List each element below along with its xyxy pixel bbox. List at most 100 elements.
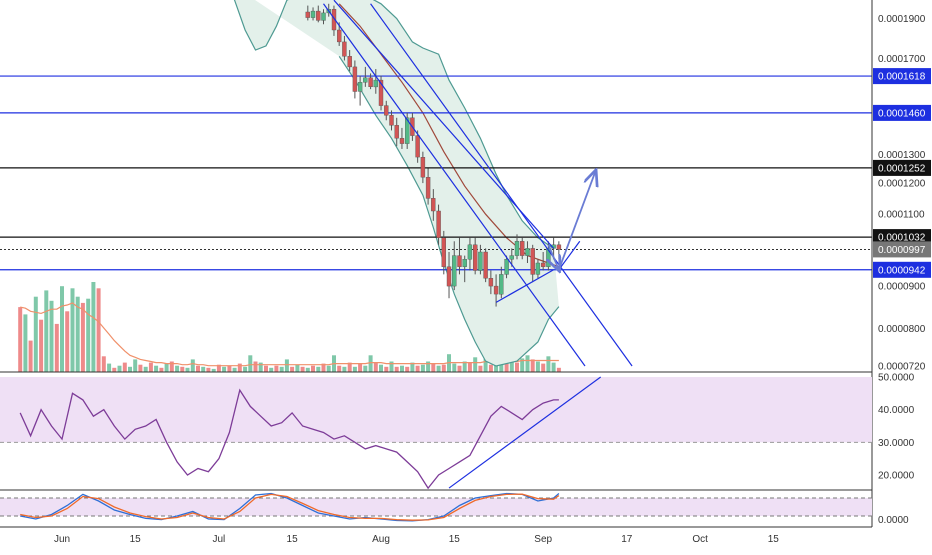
candle-body xyxy=(321,12,326,21)
volume-bar xyxy=(452,363,457,372)
candle-body xyxy=(420,156,426,178)
volume-bar xyxy=(60,286,64,372)
volume-bar xyxy=(49,300,54,372)
volume-bar xyxy=(358,363,363,372)
candle-body xyxy=(478,251,483,271)
volume-ma-line xyxy=(20,302,559,367)
volume-bar xyxy=(23,314,28,372)
volume-bar xyxy=(107,363,112,372)
volume-bar xyxy=(400,365,404,372)
volume-bar xyxy=(347,362,352,372)
volume-bar xyxy=(117,365,122,372)
price-badge xyxy=(873,159,931,176)
volume-bar xyxy=(18,307,23,372)
time-tick-label: Oct xyxy=(692,534,708,545)
price-tick-label: 0.0000720 xyxy=(878,362,926,373)
volume-bar xyxy=(70,288,75,372)
candle-body xyxy=(378,79,384,106)
time-tick-label: 17 xyxy=(621,534,633,545)
volume-bar xyxy=(405,366,410,372)
candle-body xyxy=(405,117,410,144)
volume-bar xyxy=(185,367,190,372)
volume-bar xyxy=(415,365,420,372)
volume-bar xyxy=(525,355,530,372)
volume-bar xyxy=(101,356,106,372)
candle-body xyxy=(305,11,310,18)
volume-bar xyxy=(243,366,248,372)
volume-bar xyxy=(28,340,33,372)
price-tick-label: 0.0001900 xyxy=(878,14,926,25)
candle-body xyxy=(525,248,530,256)
volume-bar xyxy=(232,367,237,372)
price-panel xyxy=(0,0,872,372)
volume-bar xyxy=(499,363,504,372)
price-badge-label: 0.0001032 xyxy=(878,233,926,244)
candle-body xyxy=(316,10,321,21)
price-badge-label: 0.0000942 xyxy=(878,265,926,276)
volume-bar xyxy=(394,366,399,372)
volume-bar xyxy=(426,361,431,372)
candle-body xyxy=(488,278,494,287)
volume-bar xyxy=(483,353,488,372)
volume-bar xyxy=(389,361,394,372)
candle-body xyxy=(347,56,352,68)
candle-body xyxy=(425,176,431,199)
rsi-line xyxy=(19,388,559,490)
candle-body xyxy=(535,262,541,275)
price-badge xyxy=(873,104,931,121)
price-badge-label: 0.0001618 xyxy=(878,72,926,83)
price-tick-label: 0.0001700 xyxy=(878,54,926,65)
candle-body xyxy=(514,241,520,256)
projection-arrow xyxy=(558,171,596,271)
candle-body xyxy=(384,105,389,116)
projection-arrow xyxy=(548,244,558,270)
rsi-tick-label: 30.0000 xyxy=(878,438,915,449)
volume-bar xyxy=(279,366,284,372)
volume-bar xyxy=(96,288,101,372)
volume-bar xyxy=(75,296,80,372)
candle-body xyxy=(331,8,337,31)
price-badge xyxy=(873,68,931,85)
candle-body xyxy=(399,138,405,144)
candle-body xyxy=(452,255,457,287)
price-axis: 0.0001900 0.0001700 0.0001460 0.0001300 0.00… xyxy=(873,14,931,373)
volume-bar xyxy=(462,361,467,372)
price-tick-label: 0.0001300 xyxy=(878,150,926,161)
volume-bar xyxy=(342,366,347,372)
volume-bar xyxy=(457,365,462,372)
time-tick-label: Jun xyxy=(54,534,70,545)
candle-body xyxy=(483,251,488,279)
volume-bar xyxy=(556,367,561,372)
candle-body xyxy=(310,10,316,18)
volume-bar xyxy=(488,364,493,372)
rsi-tick-label: 50.0000 xyxy=(878,373,915,384)
volume-bar xyxy=(112,367,117,372)
volume-bar xyxy=(175,365,180,372)
volume-bar xyxy=(269,367,274,372)
rsi-band xyxy=(0,377,872,443)
volume-bar xyxy=(211,368,216,372)
volume-bar xyxy=(133,359,138,372)
volume-bar xyxy=(54,323,59,372)
trend-line xyxy=(558,240,581,271)
price-badge xyxy=(873,241,931,258)
volume-bar xyxy=(420,364,425,372)
volume-bar xyxy=(222,366,227,372)
candle-body xyxy=(520,241,525,256)
volume-bar xyxy=(368,355,373,372)
time-tick-label: 15 xyxy=(449,534,461,545)
volume-bar xyxy=(305,367,310,372)
time-tick-label: Jul xyxy=(213,534,226,545)
volume-bar xyxy=(431,363,436,372)
price-badge-label: 0.0001252 xyxy=(878,163,926,174)
stochastic-tick-label: 0.0000 xyxy=(878,515,909,526)
candle-body xyxy=(504,259,509,275)
time-tick-label: 15 xyxy=(130,534,142,545)
volume-bar xyxy=(216,364,221,372)
volume-bar xyxy=(551,362,556,372)
volume-bar xyxy=(237,363,242,372)
rsi-tick-label: 20.0000 xyxy=(878,471,915,482)
volume-bar xyxy=(190,359,195,372)
